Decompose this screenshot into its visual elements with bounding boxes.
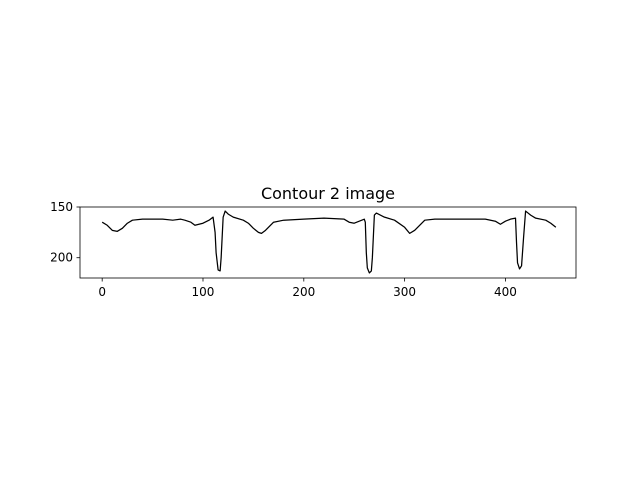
x-tick-label: 300: [393, 285, 416, 299]
y-tick-label: 150: [50, 200, 73, 214]
x-tick-label: 0: [98, 285, 106, 299]
axes: 0 100 200 300 400 150 200: [50, 200, 577, 299]
series-line-0: [101, 210, 557, 274]
plot-area: [101, 210, 557, 274]
chart-title: Contour 2 image: [261, 184, 395, 203]
x-tick-label: 200: [292, 285, 315, 299]
y-tick-label: 200: [50, 251, 73, 265]
plot-frame: [79, 206, 577, 279]
x-tick-label: 400: [494, 285, 517, 299]
x-tick-label: 100: [192, 285, 215, 299]
